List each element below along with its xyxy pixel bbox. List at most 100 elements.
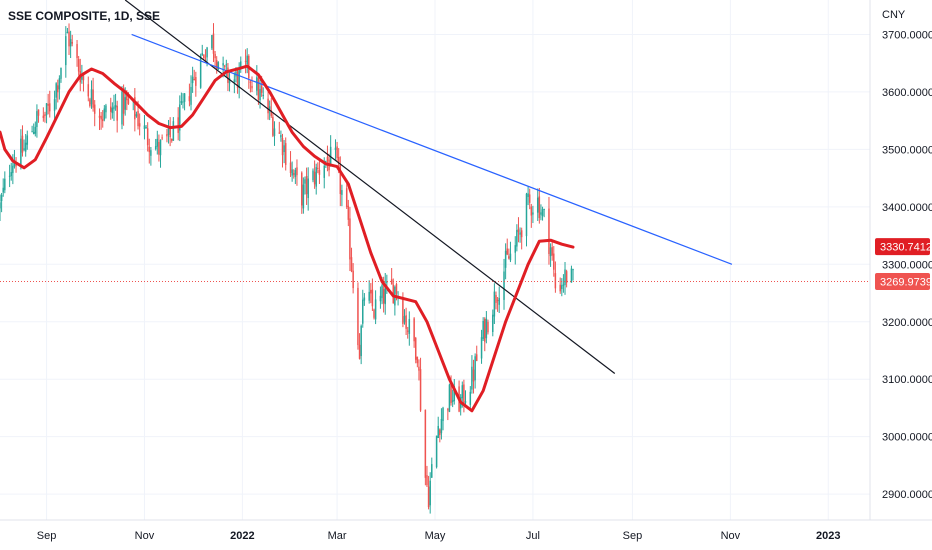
candle[interactable] [496,296,499,312]
candle[interactable] [536,188,539,221]
candle[interactable] [0,194,1,222]
candle[interactable] [204,49,207,63]
candle[interactable] [565,269,568,288]
candle[interactable] [270,98,273,118]
candle[interactable] [92,77,94,112]
candle[interactable] [98,108,101,131]
candle[interactable] [211,34,213,51]
candle[interactable] [474,353,476,389]
candle[interactable] [58,75,61,100]
lines-layer[interactable] [0,0,870,413]
candle[interactable] [296,159,298,186]
candle[interactable] [572,268,574,281]
candle[interactable] [313,160,316,189]
candle[interactable] [53,90,56,122]
candle[interactable] [519,227,521,243]
candle[interactable] [66,27,69,34]
candle[interactable] [77,56,80,76]
candle[interactable] [386,274,388,294]
candle[interactable] [373,308,375,320]
candle[interactable] [424,409,427,486]
candle[interactable] [349,206,351,272]
candle[interactable] [272,112,274,138]
candle[interactable] [549,243,552,267]
candle[interactable] [345,181,348,209]
candle[interactable] [413,317,415,348]
candle[interactable] [374,290,377,325]
candle[interactable] [214,51,216,68]
candle[interactable] [69,30,72,59]
candle[interactable] [172,117,175,141]
candle[interactable] [191,66,194,93]
candle[interactable] [471,355,473,394]
candle[interactable] [37,109,40,123]
candle[interactable] [435,435,438,469]
candle[interactable] [418,359,420,381]
candle[interactable] [368,280,370,304]
candle[interactable] [71,34,73,47]
candle[interactable] [358,333,361,360]
candle[interactable] [68,23,70,55]
candle[interactable] [543,208,545,218]
candle[interactable] [503,258,505,310]
moving-average-line[interactable] [0,64,575,413]
candle[interactable] [161,134,163,141]
candle[interactable] [143,115,146,140]
candle[interactable] [559,277,561,294]
candle[interactable] [167,119,170,144]
candle[interactable] [114,93,117,111]
candle[interactable] [101,110,104,128]
candle[interactable] [284,137,287,171]
candle[interactable] [148,138,151,164]
candle[interactable] [437,416,439,439]
candle[interactable] [281,133,284,168]
candle[interactable] [304,176,306,195]
candle[interactable] [248,54,250,89]
candle[interactable] [223,64,226,70]
candle[interactable] [105,103,107,119]
candle[interactable] [464,390,467,406]
candle[interactable] [451,389,454,408]
candle[interactable] [36,104,38,138]
candle[interactable] [82,73,85,92]
candle[interactable] [183,92,186,111]
candle[interactable] [528,188,531,210]
candle[interactable] [60,67,62,83]
candle[interactable] [111,102,114,119]
candle[interactable] [289,151,292,177]
candle[interactable] [291,161,293,182]
candle[interactable] [301,171,303,214]
trend-line[interactable] [131,33,733,265]
candle[interactable] [249,79,252,93]
candle[interactable] [199,53,202,89]
candle[interactable] [315,163,317,195]
candle[interactable] [541,206,544,221]
candle[interactable] [493,283,496,324]
currency-label[interactable]: CNY [882,9,906,21]
candle[interactable] [463,379,465,413]
candle[interactable] [318,158,321,184]
candle[interactable] [347,199,350,227]
candle[interactable] [259,79,261,109]
candle[interactable] [283,140,285,164]
candle[interactable] [23,139,25,152]
candle[interactable] [49,90,51,118]
candle[interactable] [532,205,534,224]
candle[interactable] [257,75,260,105]
candle[interactable] [414,336,417,364]
candle[interactable] [562,274,565,293]
candle[interactable] [166,129,168,143]
candle[interactable] [341,184,343,207]
candle[interactable] [177,107,179,141]
candle[interactable] [426,465,428,488]
trend-line[interactable] [124,0,616,374]
candle[interactable] [21,125,24,157]
candle[interactable] [472,359,475,394]
candle[interactable] [561,278,563,297]
candle[interactable] [93,100,96,127]
candle[interactable] [158,134,160,162]
candles-layer[interactable] [0,23,574,514]
candle[interactable] [548,197,550,265]
candle[interactable] [0,192,3,213]
candle[interactable] [215,56,218,74]
